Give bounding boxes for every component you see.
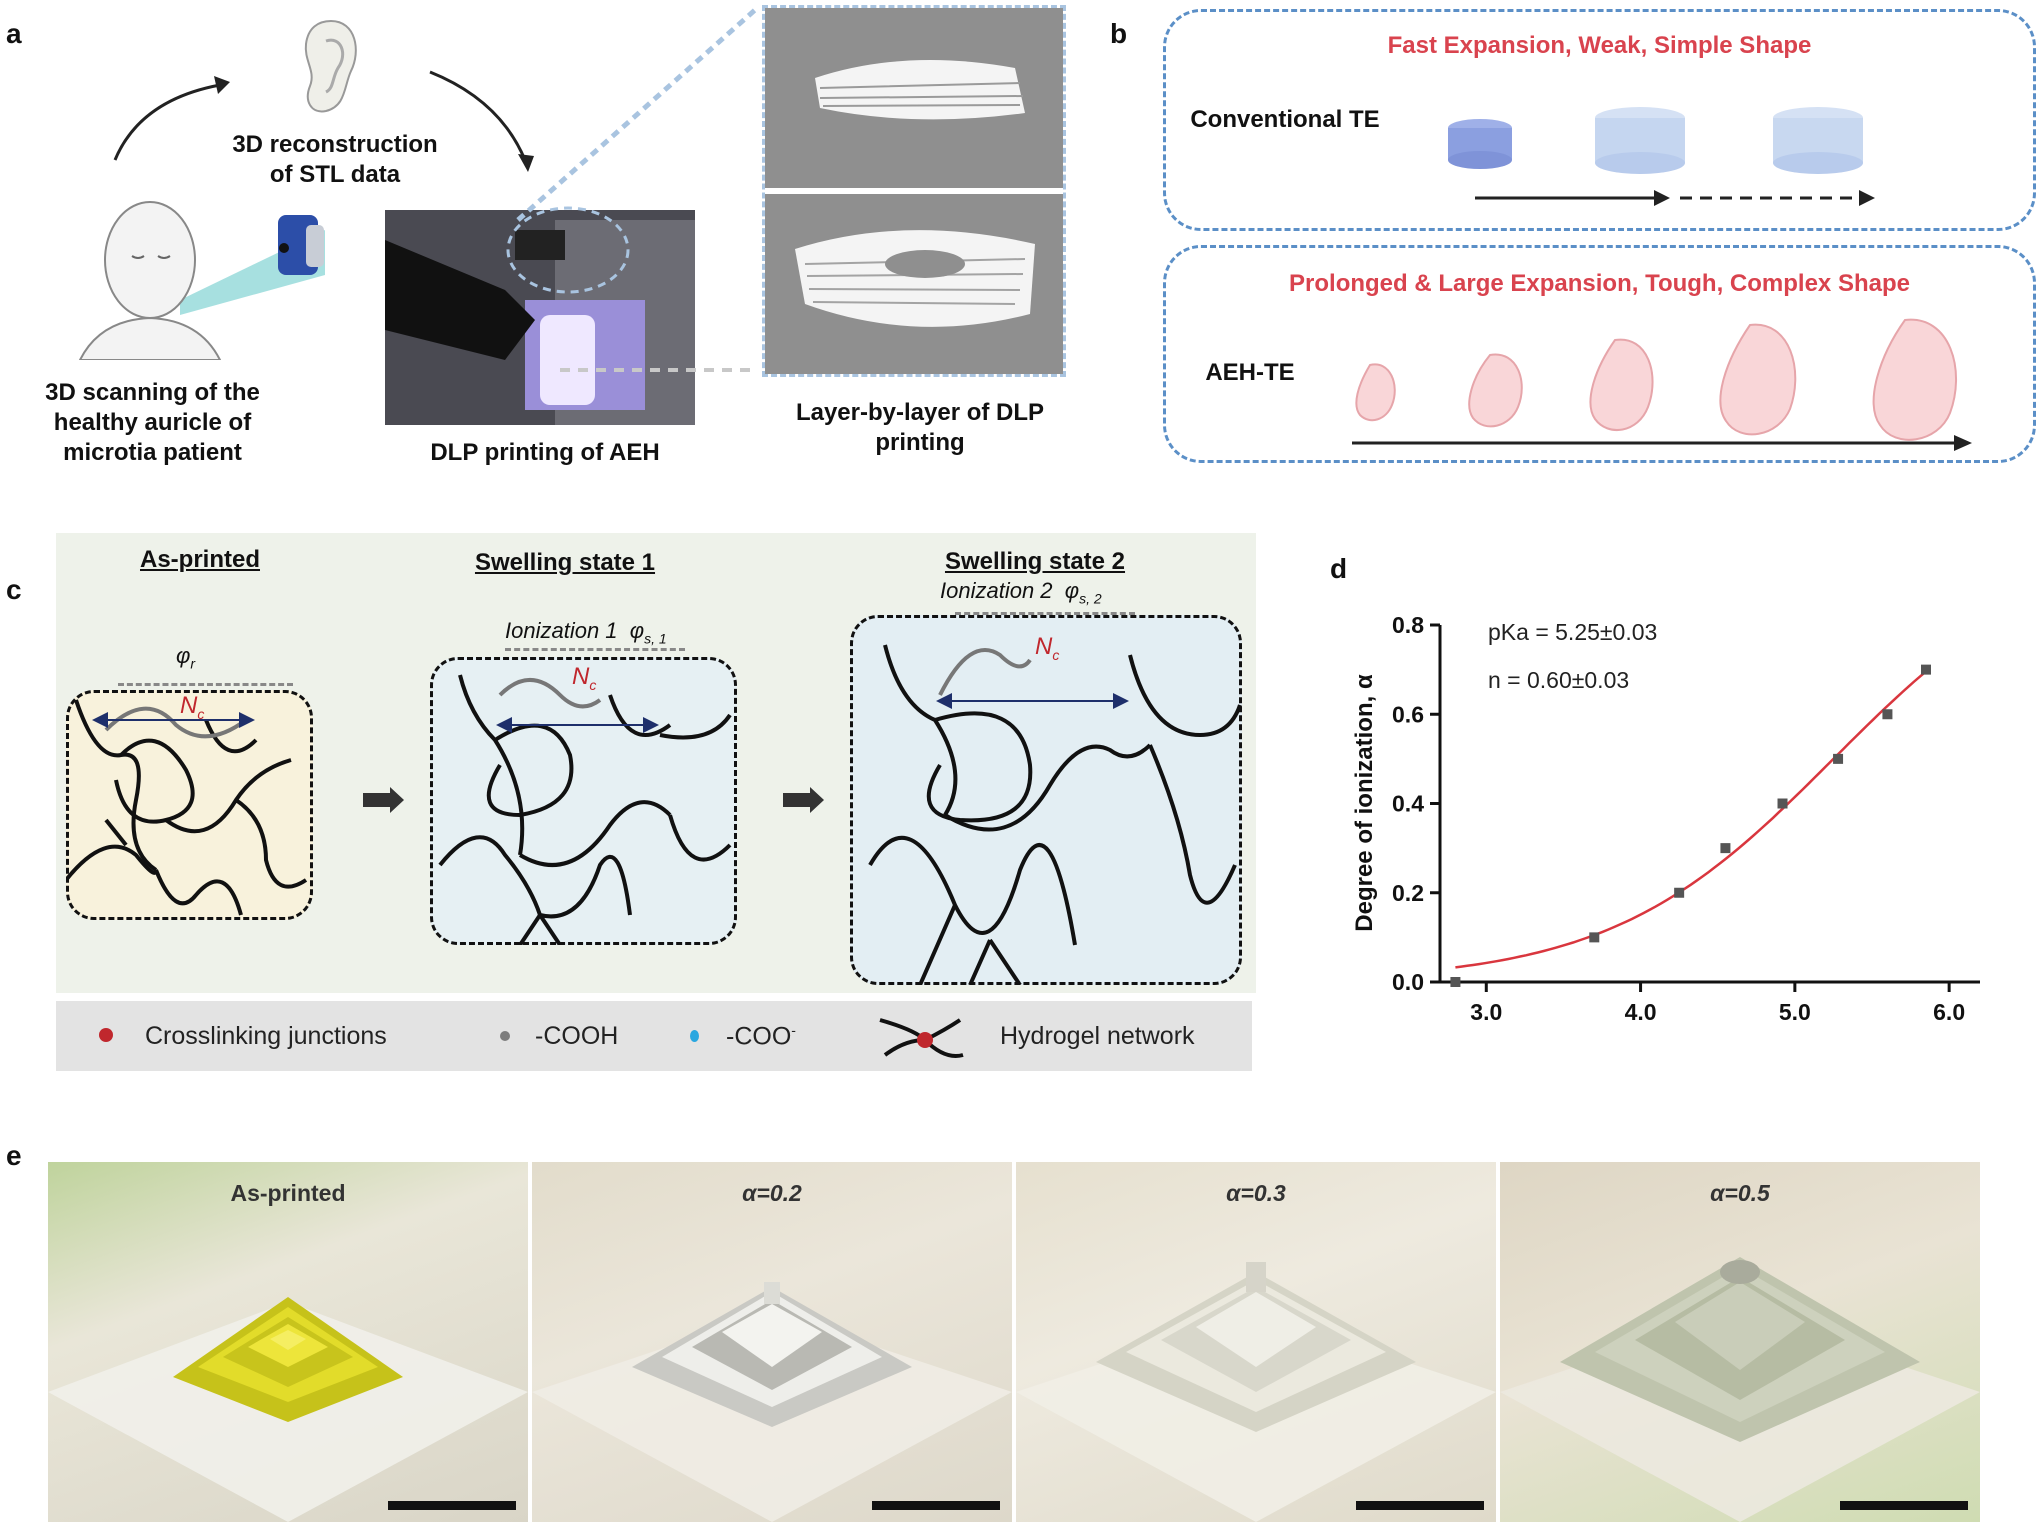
data-point bbox=[1674, 887, 1685, 898]
pka-annotation: pKa = 5.25±0.03 bbox=[1488, 619, 1657, 645]
panel-a-label: a bbox=[6, 18, 22, 49]
cooh-legend-label: -COOH bbox=[535, 1022, 619, 1050]
junction-legend-dot bbox=[99, 1028, 113, 1042]
label-alpha-0.2: α=0.2 bbox=[742, 1180, 802, 1206]
zoom-connector-lines bbox=[506, 8, 757, 372]
junction-legend-label: Crosslinking junctions bbox=[145, 1022, 387, 1050]
state-3-top-dash bbox=[955, 612, 1135, 615]
y-axis-label: Degree of ionization, α bbox=[1351, 674, 1378, 932]
layer-print-bottom bbox=[765, 194, 1063, 374]
y-tick-label: 0.8 bbox=[1392, 612, 1424, 638]
nc-label-3: Nc bbox=[1035, 633, 1060, 663]
data-point bbox=[1450, 977, 1461, 987]
y-tick-label: 0.2 bbox=[1392, 880, 1424, 906]
coo-legend-label: -COO- bbox=[726, 1022, 796, 1051]
x-tick-label: 3.0 bbox=[1470, 999, 1502, 1025]
photo-as-printed: As-printed bbox=[48, 1162, 528, 1522]
state-arrow-1-head bbox=[390, 787, 404, 813]
scale-bar-alpha-0.5 bbox=[1840, 1501, 1968, 1510]
coo-legend-dot bbox=[690, 1030, 699, 1042]
data-point bbox=[1589, 932, 1600, 943]
swelling-state-2-title: Swelling state 2 bbox=[944, 548, 1126, 575]
pyramid-as-printed bbox=[48, 1297, 528, 1522]
fit-curve bbox=[1455, 670, 1927, 969]
x-tick-label: 4.0 bbox=[1625, 999, 1657, 1025]
y-tick-label: 0.0 bbox=[1392, 969, 1424, 995]
phi-r-label: φr bbox=[176, 643, 196, 672]
ionization-chart: 3.0 4.0 5.0 6.0 0.0 0.2 0.4 0.6 0.8 pKa = 5.25±0… bbox=[1351, 612, 1980, 1025]
pyramid-alpha-0.2 bbox=[532, 1282, 1012, 1522]
scale-bar-as-printed bbox=[388, 1501, 516, 1510]
y-tick-label: 0.4 bbox=[1392, 791, 1424, 817]
conventional-te-box bbox=[1163, 9, 2036, 231]
head-scan-illustration bbox=[78, 201, 325, 360]
swelling-2-network-box bbox=[850, 615, 1242, 985]
scale-bar-alpha-0.2 bbox=[872, 1501, 1000, 1510]
step4-caption: Layer-by-layer of DLP printing bbox=[795, 399, 1045, 456]
hydrogel-network-legend-label: Hydrogel network bbox=[1000, 1022, 1195, 1050]
step1-caption: 3D scanning of the healthy auricle of mi… bbox=[45, 379, 260, 466]
layer-print-top bbox=[765, 8, 1063, 188]
aeh-te-box bbox=[1163, 245, 2036, 463]
pyramid-alpha-0.5 bbox=[1500, 1257, 1980, 1522]
panel-c-legend bbox=[56, 1001, 1252, 1071]
state-2-top-dash bbox=[505, 648, 685, 651]
layer-print-images bbox=[762, 5, 1066, 377]
panel-d-label: d bbox=[1330, 553, 1348, 584]
conventional-te-scaffolds bbox=[1448, 107, 1875, 206]
nc-label-1: Nc bbox=[180, 692, 205, 722]
n-annotation: n = 0.60±0.03 bbox=[1488, 667, 1629, 693]
aeh-te-ears bbox=[1352, 318, 1972, 451]
workflow-arrows bbox=[113, 70, 534, 172]
as-printed-network bbox=[66, 699, 308, 916]
pyramid-alpha-0.3 bbox=[1016, 1262, 1496, 1522]
conventional-te-title: Fast Expansion, Weak, Simple Shape bbox=[1387, 32, 1812, 59]
label-as-printed: As-printed bbox=[230, 1180, 346, 1206]
aeh-te-title: Prolonged & Large Expansion, Tough, Comp… bbox=[1289, 270, 1910, 297]
data-point bbox=[1882, 709, 1893, 720]
conventional-te-label: Conventional TE bbox=[1190, 106, 1380, 133]
y-tick-label: 0.6 bbox=[1392, 701, 1424, 727]
ionization-1-label: Ionization 1 φs, 1 bbox=[505, 618, 667, 647]
swelling-state-1-title: Swelling state 1 bbox=[474, 549, 656, 576]
swelling-1-network bbox=[438, 674, 732, 945]
x-tick-label: 5.0 bbox=[1779, 999, 1811, 1025]
dlp-printer-illustration bbox=[385, 210, 695, 425]
cooh-legend-dot bbox=[500, 1031, 510, 1041]
state-arrow-2-head bbox=[810, 787, 824, 813]
data-point bbox=[1921, 664, 1931, 675]
ear-icon bbox=[304, 19, 357, 113]
ionization-2-label: Ionization 2 φs, 2 bbox=[940, 578, 1102, 607]
state-1-top-dash bbox=[118, 683, 293, 686]
x-tick-label: 6.0 bbox=[1933, 999, 1965, 1025]
panel-b-label: b bbox=[1110, 18, 1128, 49]
state-arrow-2 bbox=[783, 793, 813, 807]
as-printed-title: As-printed bbox=[140, 546, 260, 573]
label-alpha-0.5: α=0.5 bbox=[1710, 1180, 1770, 1206]
panel-c-label: c bbox=[6, 574, 22, 605]
nc-label-2: Nc bbox=[572, 663, 597, 693]
state-arrow-1 bbox=[363, 793, 393, 807]
photo-alpha-0.5: α=0.5 bbox=[1500, 1162, 1980, 1522]
label-alpha-0.3: α=0.3 bbox=[1226, 1180, 1286, 1206]
data-point bbox=[1833, 753, 1844, 764]
photo-alpha-0.3: α=0.3 bbox=[1016, 1162, 1496, 1522]
panel-e-label: e bbox=[6, 1140, 22, 1171]
aeh-te-label: AEH-TE bbox=[1205, 359, 1295, 386]
step2-caption: 3D reconstruction of STL data bbox=[232, 131, 438, 188]
data-point bbox=[1777, 798, 1788, 809]
step3-caption: DLP printing of AEH bbox=[430, 439, 660, 466]
scale-bar-alpha-0.3 bbox=[1356, 1501, 1484, 1510]
photo-alpha-0.2: α=0.2 bbox=[532, 1162, 1012, 1522]
hydrogel-network-legend-icon bbox=[879, 1018, 964, 1058]
swelling-2-network bbox=[868, 644, 1242, 985]
data-point bbox=[1720, 843, 1731, 854]
